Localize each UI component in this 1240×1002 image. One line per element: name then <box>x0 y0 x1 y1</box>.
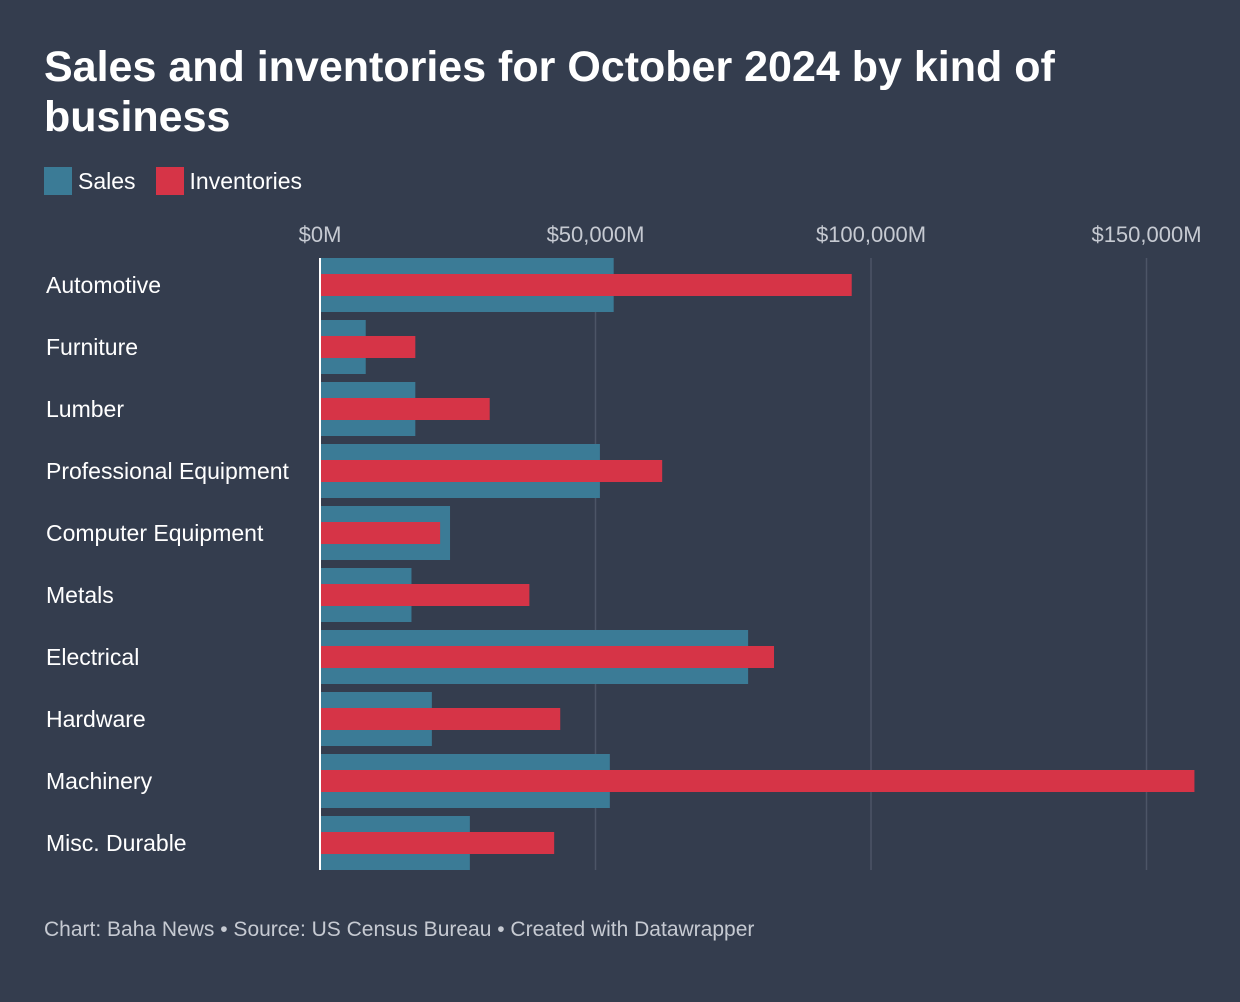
legend-item-sales: Sales <box>44 167 136 195</box>
bar-inventories <box>320 832 555 854</box>
bar-inventories <box>320 708 561 730</box>
category-label: Professional Equipment <box>46 458 290 484</box>
legend: Sales Inventories <box>44 166 302 196</box>
category-label: Computer Equipment <box>46 520 264 546</box>
bar-inventories <box>320 646 775 668</box>
legend-label-sales: Sales <box>78 167 136 194</box>
x-tick-label: $150,000M <box>1091 222 1201 247</box>
category-label: Automotive <box>46 272 161 298</box>
bar-inventories <box>320 460 663 482</box>
category-label: Metals <box>46 582 114 608</box>
category-label: Lumber <box>46 396 124 422</box>
bar-inventories <box>320 398 490 420</box>
bar-inventories <box>320 336 416 358</box>
legend-label-inventories: Inventories <box>189 167 303 194</box>
legend-swatch-inventories <box>155 167 184 195</box>
category-label: Hardware <box>46 706 146 732</box>
category-label: Furniture <box>46 334 138 360</box>
bar-inventories <box>320 274 852 296</box>
bar-inventories <box>320 522 441 544</box>
bar-chart: $0M $50,000M $100,000M $150,000M Automotive F… <box>46 222 1202 870</box>
chart-title: Sales and inventories for October 2024 b… <box>44 43 1055 141</box>
chart-footer: Chart: Baha News • Source: US Census Bur… <box>44 918 755 941</box>
legend-item-inventories: Inventories <box>155 167 303 195</box>
category-label: Misc. Durable <box>46 830 187 856</box>
x-tick-label: $0M <box>299 222 342 247</box>
legend-swatch-sales <box>44 167 72 195</box>
category-label: Machinery <box>46 768 153 794</box>
category-label: Electrical <box>46 644 139 670</box>
x-tick-label: $50,000M <box>547 222 645 247</box>
x-tick-label: $100,000M <box>816 222 926 247</box>
bar-inventories <box>320 584 530 606</box>
bar-inventories <box>320 770 1195 792</box>
